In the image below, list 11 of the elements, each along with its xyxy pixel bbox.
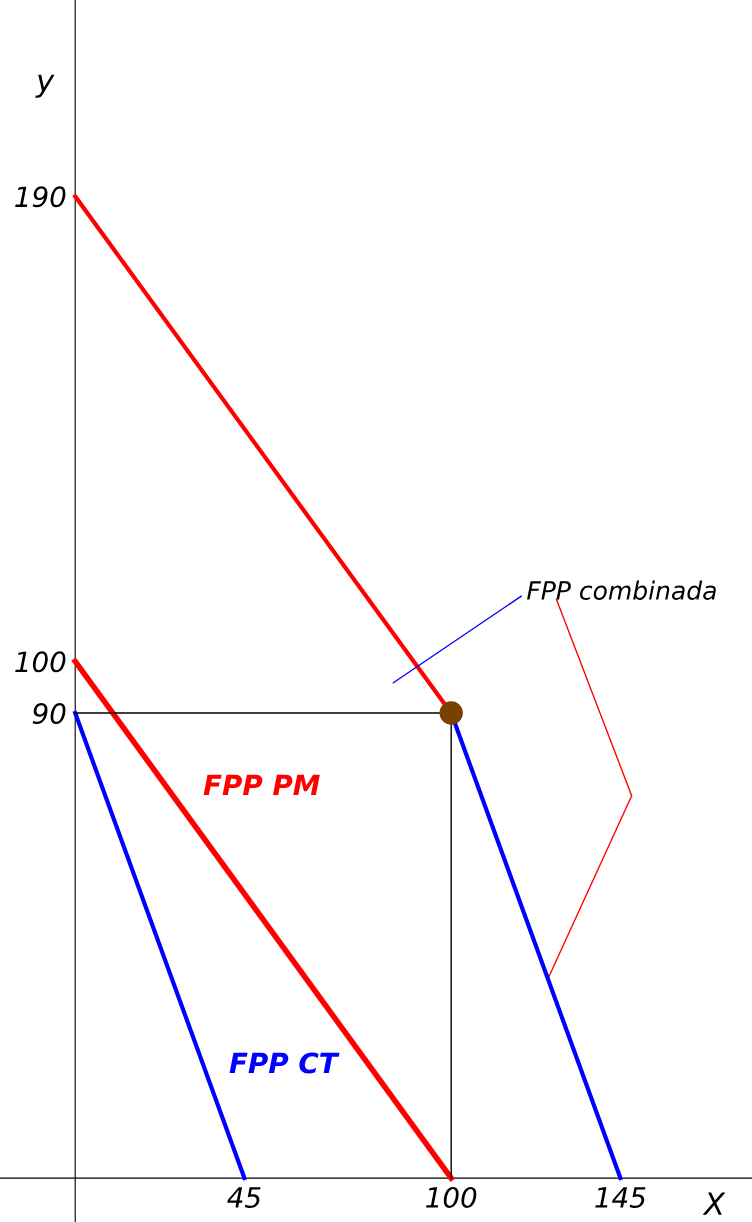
y-tick-label: 190 [15,186,66,208]
annotation: FPP combinada [527,580,716,600]
series-label: FPP PM [203,774,320,796]
y-axis-title: y [35,74,55,98]
series-label: FPP CT [229,1052,340,1074]
y-tick-label: 100 [15,651,66,673]
y-tick-label: 90 [32,702,66,724]
x-tick-label: 145 [595,1187,646,1208]
x-tick-label: 100 [426,1186,477,1208]
x-axis-title: X [702,1192,726,1215]
x-tick-label: 45 [227,1187,261,1208]
